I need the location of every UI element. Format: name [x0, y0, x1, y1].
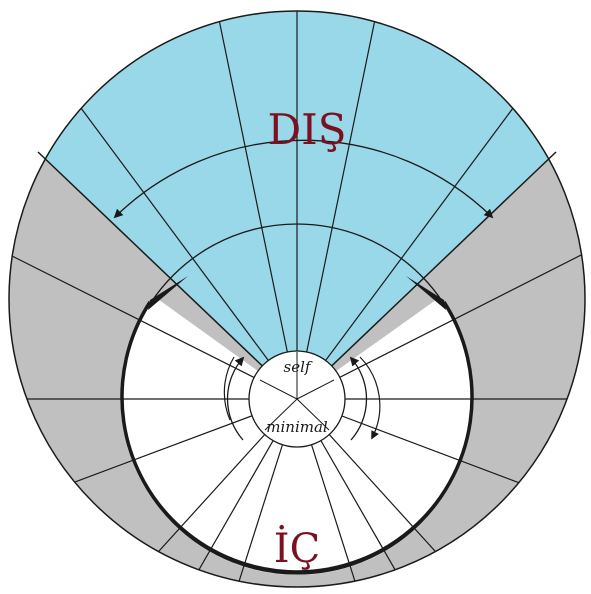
self-cycle-left-arrow-2	[223, 356, 235, 421]
self-cycle-right-arrow	[349, 356, 368, 441]
inner-label: İÇ	[274, 525, 320, 572]
outer-arc-arrow	[113, 139, 494, 219]
self-cycle-left-arrow	[226, 356, 245, 441]
self-label: self	[284, 358, 313, 376]
self-radials	[259, 352, 335, 431]
minimal-label: minimal	[266, 418, 328, 436]
self-cycle-right-arrow-2	[359, 356, 381, 440]
outer-ring	[8, 10, 586, 588]
inner-boundary	[120, 301, 474, 574]
outer-label: DIŞ	[267, 105, 346, 154]
